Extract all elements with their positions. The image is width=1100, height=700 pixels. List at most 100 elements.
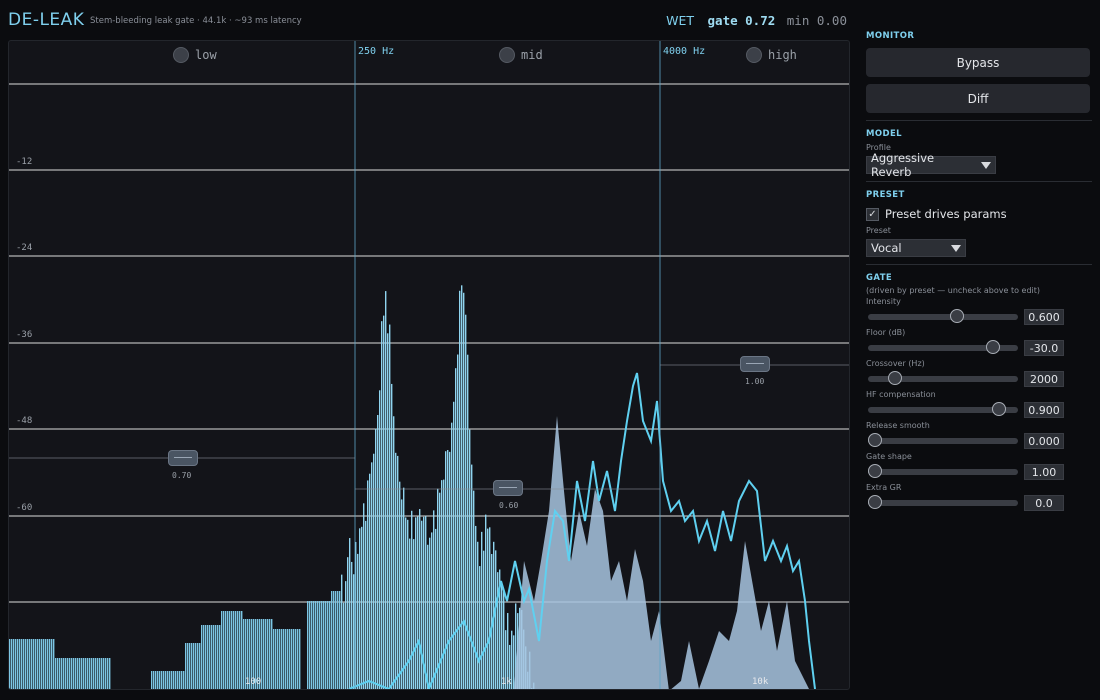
spectrum-bar — [93, 658, 95, 689]
threshold-handle-mid[interactable] — [493, 480, 523, 496]
preset-drives-label: Preset drives params — [885, 207, 1007, 221]
slider-track[interactable] — [868, 495, 1018, 509]
spectrum-bar — [441, 480, 443, 689]
slider-value-box[interactable]: 2000 — [1024, 371, 1064, 387]
band-toggle-mid[interactable]: mid — [499, 47, 543, 63]
threshold-value-high: 1.00 — [745, 377, 765, 386]
spectrum-bar — [277, 629, 279, 689]
gate-param-label: Extra GR — [866, 483, 902, 492]
freq-label: 1k — [501, 677, 512, 687]
profile-select[interactable]: Aggressive Reverb — [866, 151, 996, 179]
slider-knob[interactable] — [868, 495, 882, 509]
spectrum-bar — [57, 658, 59, 689]
spectrum-bar — [15, 639, 17, 689]
spectrum-bar — [35, 639, 37, 689]
spectrum-bar — [107, 658, 109, 689]
threshold-handle-high[interactable] — [740, 356, 770, 372]
spectrum-bar — [151, 671, 153, 689]
chevron-down-icon — [981, 161, 991, 169]
crossover-label-2[interactable]: 4000 Hz — [663, 46, 706, 57]
spectrum-bar — [475, 525, 477, 689]
spectrum-bar — [243, 619, 245, 689]
spectrum-bar — [63, 658, 65, 689]
plugin-subtitle: Stem-bleeding leak gate · 44.1k · ~93 ms… — [90, 16, 302, 26]
spectrum-bar — [265, 619, 267, 689]
preset-drives-toggle[interactable]: ✓ Preset drives params — [866, 207, 1092, 221]
preset-select[interactable]: Vocal — [866, 239, 966, 257]
gate-param-slider-row: 2000 — [866, 370, 1092, 388]
spectrum-bar — [165, 671, 167, 689]
wet-label: WET — [666, 13, 694, 28]
spectrum-bar — [173, 671, 175, 689]
spectrum-bar — [193, 643, 195, 689]
slider-value-box[interactable]: 0.600 — [1024, 309, 1064, 325]
spectrum-bar — [251, 619, 253, 689]
slider-knob[interactable] — [949, 309, 964, 323]
spectrum-bar — [259, 619, 261, 689]
spectrum-bar — [101, 658, 103, 689]
threshold-handle-low[interactable] — [168, 450, 198, 466]
spectrum-bar — [43, 639, 45, 689]
spectrum-bar — [329, 601, 331, 689]
gate-note: (driven by preset — uncheck above to edi… — [866, 286, 1040, 295]
slider-track[interactable] — [868, 309, 1018, 323]
slider-value-box[interactable]: 1.00 — [1024, 464, 1064, 480]
slider-value-box[interactable]: -30.0 — [1024, 340, 1064, 356]
spectrum-bar — [415, 517, 417, 689]
slider-track[interactable] — [868, 464, 1018, 478]
spectrum-bar — [75, 658, 77, 689]
spectrum-display[interactable]: low mid high 250 Hz 4000 Hz -12 -24 -36 … — [8, 40, 850, 690]
slider-knob[interactable] — [985, 340, 1000, 354]
slider-track[interactable] — [868, 402, 1018, 416]
slider-value-box[interactable]: 0.900 — [1024, 402, 1064, 418]
bypass-button[interactable]: Bypass — [866, 48, 1090, 77]
spectrum-bar — [205, 625, 207, 689]
band-toggle-dot — [746, 47, 762, 63]
gate-value: gate 0.72 — [707, 13, 776, 28]
spectrum-bar — [181, 671, 183, 689]
spectrum-bar — [195, 643, 197, 689]
spectrum-bar — [361, 526, 363, 689]
slider-track[interactable] — [868, 433, 1018, 447]
spectrum-bar — [401, 499, 403, 689]
spectrum-bar — [191, 643, 193, 689]
band-toggle-low[interactable]: low — [173, 47, 217, 63]
spectrum-bar — [465, 314, 467, 689]
band-toggle-high[interactable]: high — [746, 47, 797, 63]
band-label: high — [768, 48, 797, 62]
spectrum-bar — [21, 639, 23, 689]
slider-track[interactable] — [868, 371, 1018, 385]
spectrum-bar — [421, 520, 423, 689]
spectrum-bar — [245, 619, 247, 689]
spectrum-bar — [399, 481, 401, 689]
slider-knob[interactable] — [888, 371, 902, 385]
spectrum-bar — [407, 519, 409, 689]
diff-button[interactable]: Diff — [866, 84, 1090, 113]
slider-value-box[interactable]: 0.000 — [1024, 433, 1064, 449]
spectrum-bar — [325, 601, 327, 689]
gate-param-label: Floor (dB) — [866, 328, 906, 337]
spectrum-bar — [199, 643, 201, 689]
spectrum-bar — [47, 639, 49, 689]
spectrum-bar — [225, 611, 227, 689]
spectrum-bar — [459, 290, 461, 689]
spectrum-bar — [217, 625, 219, 689]
spectrum-bar — [297, 629, 299, 689]
checkbox-check-icon[interactable]: ✓ — [866, 207, 879, 221]
spectrum-bar — [229, 611, 231, 689]
slider-knob[interactable] — [868, 464, 882, 478]
band-label: low — [195, 48, 217, 62]
slider-track[interactable] — [868, 340, 1018, 354]
spectrum-bar — [45, 639, 47, 689]
crossover-label-1[interactable]: 250 Hz — [358, 46, 395, 57]
slider-knob[interactable] — [991, 402, 1006, 416]
spectrum-bar — [411, 510, 413, 689]
slider-value-box[interactable]: 0.0 — [1024, 495, 1064, 511]
spectrum-bar — [49, 639, 51, 689]
spectrum-bar — [449, 451, 451, 689]
db-gridlines — [9, 83, 849, 603]
slider-knob[interactable] — [868, 433, 882, 447]
spectrum-bar — [315, 601, 317, 689]
spectrum-bar — [235, 611, 237, 689]
spectrum-bar — [471, 464, 473, 689]
